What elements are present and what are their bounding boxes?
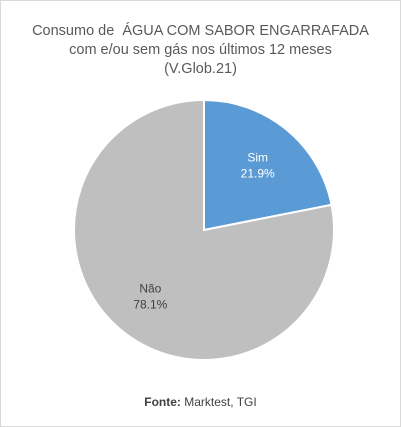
slice-label-sim: Sim [247, 151, 268, 165]
chart-title-line-2: com e/ou sem gás nos últimos 12 meses [69, 42, 332, 58]
pie-slice-não [73, 98, 335, 361]
source-label: Fonte: [144, 395, 181, 409]
chart-title-line-1: Consumo de ÁGUA COM SABOR ENGARRAFADA [32, 23, 369, 39]
chart-title: Consumo de ÁGUA COM SABOR ENGARRAFADA co… [0, 22, 401, 79]
slice-value-sim: 21.9% [241, 167, 275, 181]
chart-title-line-3: (V.Glob.21) [164, 61, 237, 77]
pie-slice-sim [203, 98, 333, 232]
source-text: Marktest, TGI [180, 395, 257, 409]
slice-label-não: Não [139, 281, 161, 295]
source-note: Fonte: Marktest, TGI [0, 395, 401, 409]
slice-value-não: 78.1% [133, 297, 167, 311]
